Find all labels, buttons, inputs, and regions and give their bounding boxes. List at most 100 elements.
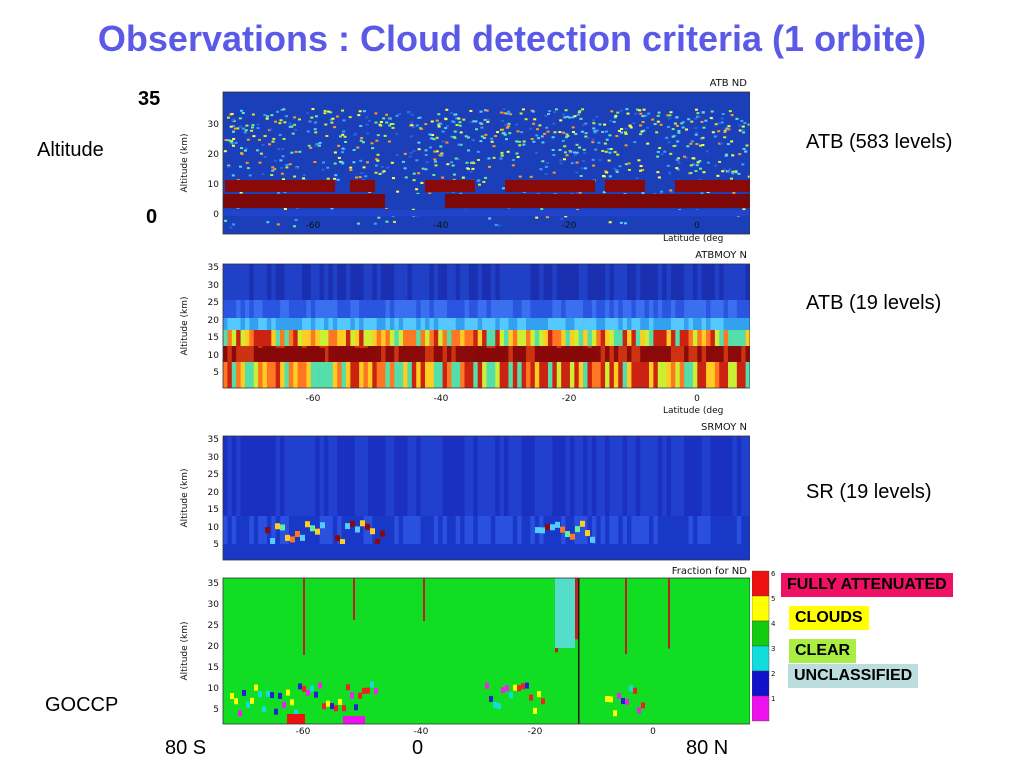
- column-upper: [688, 436, 694, 516]
- column-band: [385, 318, 391, 330]
- column-upper: [446, 436, 452, 516]
- noise-speck: [605, 171, 609, 174]
- noise-speck: [551, 136, 555, 139]
- column-lower: [723, 330, 729, 346]
- noise-speck: [309, 146, 313, 149]
- column-upper: [657, 264, 663, 300]
- column-upper: [728, 436, 733, 516]
- noise-speck: [575, 161, 579, 164]
- column-upper: [714, 436, 720, 516]
- column-mid: [552, 300, 558, 318]
- cloud-band: [505, 180, 595, 192]
- noise-speck: [544, 165, 548, 168]
- column-mid: [587, 300, 593, 318]
- column-band: [495, 318, 500, 330]
- noise-speck: [446, 163, 450, 166]
- noise-speck: [521, 108, 525, 111]
- column-mid: [315, 300, 320, 318]
- column-mid: [635, 300, 641, 318]
- column-mid: [684, 300, 689, 318]
- noise-speck: [417, 148, 421, 151]
- noise-speck: [579, 174, 583, 177]
- noise-speck: [457, 117, 461, 120]
- column-upper: [561, 264, 566, 300]
- noise-speck: [592, 119, 596, 122]
- column-surface: [565, 362, 571, 388]
- column-cloud: [684, 346, 689, 362]
- heatmap-atb19: [223, 264, 750, 388]
- noise-speck: [371, 147, 375, 150]
- column-band: [600, 318, 606, 330]
- column-upper: [429, 436, 435, 516]
- column-band: [302, 318, 307, 330]
- column-band: [240, 318, 246, 330]
- noise-speck: [698, 160, 702, 163]
- noise-speck: [248, 174, 252, 177]
- column-upper: [389, 436, 395, 516]
- column-surface: [609, 362, 615, 388]
- column-upper: [508, 264, 514, 300]
- noise-speck: [457, 143, 461, 146]
- column-lower: [605, 516, 610, 546]
- noise-speck: [575, 143, 579, 146]
- noise-speck: [497, 224, 501, 227]
- noise-speck: [500, 119, 504, 122]
- column-upper: [561, 436, 566, 516]
- noise-speck: [701, 111, 705, 114]
- noise-speck: [471, 138, 475, 141]
- noise-speck: [318, 141, 322, 144]
- noise-speck: [471, 167, 475, 170]
- noise-speck: [251, 124, 255, 127]
- column-lower: [609, 330, 615, 346]
- noise-speck: [357, 114, 361, 117]
- column-cloud: [521, 346, 527, 362]
- column-cloud: [631, 346, 637, 362]
- noise-speck: [694, 108, 698, 111]
- column-upper: [504, 436, 509, 516]
- noise-speck: [706, 161, 710, 164]
- column-upper: [280, 264, 285, 300]
- noise-speck: [392, 177, 396, 180]
- noise-speck: [677, 160, 681, 163]
- column-lower: [284, 516, 290, 546]
- noise-speck: [695, 208, 699, 211]
- column-upper: [723, 436, 729, 516]
- column-band: [714, 318, 720, 330]
- column-upper: [332, 436, 338, 516]
- noise-speck: [424, 154, 428, 157]
- noise-speck: [584, 135, 588, 138]
- noise-speck: [675, 167, 679, 170]
- column-mid: [561, 300, 566, 318]
- column-lower: [728, 516, 733, 546]
- noise-speck: [695, 164, 699, 167]
- noise-speck: [657, 176, 661, 179]
- noise-speck: [619, 109, 623, 112]
- column-upper: [389, 264, 395, 300]
- column-band: [644, 318, 650, 330]
- noise-speck: [314, 144, 318, 147]
- column-mid: [416, 300, 421, 318]
- noise-speck: [545, 126, 549, 129]
- column-upper: [569, 264, 575, 300]
- noise-speck: [660, 190, 664, 193]
- column-mid: [490, 300, 496, 318]
- column-upper: [297, 264, 303, 300]
- column-mid: [249, 300, 255, 318]
- noise-speck: [370, 142, 374, 145]
- noise-speck: [435, 119, 439, 122]
- column-surface: [534, 362, 540, 388]
- column-upper: [547, 436, 553, 516]
- column-band: [547, 318, 553, 330]
- noise-speck: [668, 172, 672, 175]
- column-lower: [328, 330, 334, 346]
- column-lower: [504, 330, 509, 346]
- column-upper: [587, 436, 593, 516]
- y-tick: 10: [208, 684, 220, 694]
- column-upper: [714, 264, 720, 300]
- column-cloud: [240, 346, 246, 362]
- column-upper: [297, 436, 303, 516]
- cloud-cell: [621, 698, 625, 705]
- y-tick: 0: [213, 210, 219, 220]
- altitude-top-value: 35: [138, 88, 161, 110]
- noise-speck: [499, 157, 503, 160]
